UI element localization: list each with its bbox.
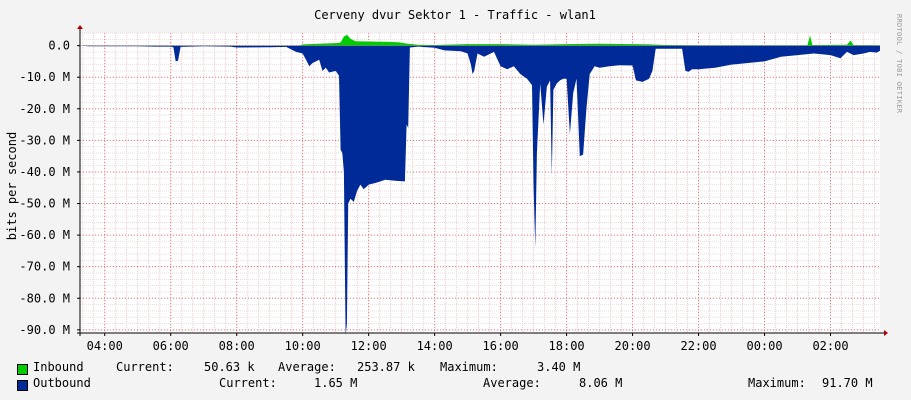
x-tick-label: 00:00 [746,339,782,353]
x-tick-label: 16:00 [483,339,519,353]
x-tick-label: 20:00 [615,339,651,353]
y-tick-label: -90.0 M [19,323,70,337]
x-tick-label: 04:00 [87,339,123,353]
y-tick-label: 0.0 [48,39,70,53]
inbound-current-label: Current: [116,360,174,374]
x-tick-label: 12:00 [351,339,387,353]
inbound-maximum-label: Maximum: [440,360,498,374]
outbound-maximum-label: Maximum: [748,376,806,390]
traffic-chart: 04:00 06:00 08:00 10:00 12:00 14:00 16:00 18:00… [5,8,903,353]
x-tick-label: 06:00 [153,339,189,353]
plot-area [80,33,880,333]
y-tick-label: -20.0 M [19,102,70,116]
y-axis-arrow [77,25,83,29]
y-tick-label: -60.0 M [19,228,70,242]
outbound-current-value: 1.65 M [314,376,358,390]
y-tick-label: -50.0 M [19,197,70,211]
y-axis-label: bits per second [5,132,19,240]
x-tick-label: 22:00 [680,339,716,353]
y-tick-label: -70.0 M [19,260,70,274]
axes [77,25,888,336]
y-tick-label: -30.0 M [19,133,70,147]
x-axis-arrow [884,330,888,336]
outbound-average-label: Average: [483,376,541,390]
y-tick-label: -10.0 M [19,70,70,84]
rrdtool-watermark: RRDTOOL / TOBI OETIKER [895,14,903,114]
inbound-average-value: 253.87 k [357,360,415,374]
inbound-average-label: Average: [278,360,336,374]
x-tick-label: 10:00 [285,339,321,353]
x-tick-label: 08:00 [219,339,255,353]
inbound-current-value: 50.63 k [204,360,255,374]
outbound-swatch [17,380,28,391]
y-tick-label: -80.0 M [19,291,70,305]
outbound-maximum-value: 91.70 M [822,376,873,390]
x-tick-label: 02:00 [812,339,848,353]
outbound-average-value: 8.06 M [579,376,623,390]
y-tick-label: -40.0 M [19,165,70,179]
x-tick-label: 14:00 [417,339,453,353]
outbound-name: Outbound [33,376,91,390]
outbound-current-label: Current: [219,376,277,390]
inbound-maximum-value: 3.40 M [537,360,581,374]
tick-labels: 04:00 06:00 08:00 10:00 12:00 14:00 16:00 18:00… [19,39,848,353]
x-tick-label: 18:00 [549,339,585,353]
inbound-swatch [17,364,28,375]
inbound-name: Inbound [33,360,84,374]
chart-title: Cerveny dvur Sektor 1 - Traffic - wlan1 [314,8,596,22]
